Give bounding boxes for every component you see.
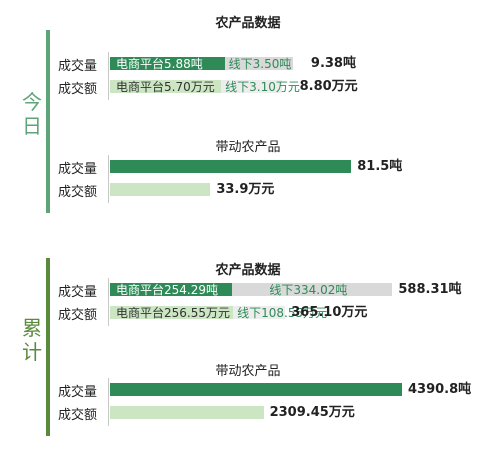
cumulative-driven-products-row-amount-bar — [110, 406, 264, 419]
cumulative-product-data-row-volume-offline-label: 线下334.02吨 — [269, 282, 348, 297]
cumulative-product-data-row-volume-online-label: 电商平台254.29吨 — [116, 282, 218, 297]
today-driven-products-title: 带动农产品 — [215, 140, 281, 155]
today-product-data-row-amount-offline-bar — [221, 80, 282, 93]
today-product-data-row-volume-online-label: 电商平台5.88吨 — [116, 56, 203, 71]
today-product-data-row-amount-offline-label: 线下3.10万元 — [225, 79, 300, 94]
today-driven-products-row-volume-bar — [110, 160, 352, 173]
cumulative-group-label: 累 计 — [20, 316, 44, 364]
today-driven-products-row-volume-label: 成交量 — [58, 162, 98, 177]
cumulative-product-data-row-volume-label: 成交量 — [58, 285, 98, 300]
today-product-data-axis-divider — [108, 52, 109, 100]
cumulative-product-data-row-amount-online-label: 电商平台256.55万元 — [116, 305, 230, 320]
cumulative-product-data-row-amount-total-label: 365.10万元 — [291, 304, 368, 320]
today-group-label: 今 日 — [20, 90, 44, 138]
today-product-data-row-amount-total-label: 8.80万元 — [299, 78, 358, 94]
today-driven-products-axis-divider — [108, 155, 109, 203]
cumulative-product-data-row-amount-online-bar — [110, 306, 234, 319]
cumulative-side-bar — [46, 258, 50, 436]
today-product-data-row-volume-label: 成交量 — [58, 59, 98, 74]
cumulative-driven-products-title: 带动农产品 — [215, 364, 281, 379]
today-product-data-row-volume-online-bar — [110, 57, 225, 70]
today-product-data-row-amount-online-label: 电商平台5.70万元 — [116, 79, 215, 94]
today-product-data-row-volume-total-label: 9.38吨 — [310, 55, 356, 71]
cumulative-driven-products-row-volume-total-label: 4390.8吨 — [407, 381, 472, 397]
cumulative-driven-products-row-volume-bar — [110, 383, 402, 396]
today-group-char-2: 日 — [22, 114, 42, 138]
today-product-data-title: 农产品数据 — [215, 16, 281, 31]
cumulative-product-data-row-volume-offline-bar — [232, 283, 393, 296]
cumulative-product-data-row-amount-offline-label: 线下108.55万元 — [237, 305, 328, 320]
cumulative-product-data-title: 农产品数据 — [215, 263, 281, 278]
cumulative-group-char-1: 累 — [22, 316, 42, 340]
today-side-bar — [46, 30, 50, 213]
cumulative-product-data-row-volume-total-label: 588.31吨 — [398, 281, 462, 297]
cumulative-driven-products-row-amount-label: 成交额 — [58, 408, 98, 423]
cumulative-driven-products-axis-divider — [108, 378, 109, 426]
cumulative-driven-products-row-volume-label: 成交量 — [58, 385, 98, 400]
cumulative-product-data-row-amount-label: 成交额 — [58, 308, 98, 323]
cumulative-product-data-row-volume-online-bar — [110, 283, 233, 296]
cumulative-product-data-row-amount-offline-bar — [233, 306, 286, 319]
today-driven-products-row-amount-bar — [110, 183, 211, 196]
today-group-char-1: 今 — [22, 90, 42, 114]
today-product-data-row-volume-offline-bar — [224, 57, 293, 70]
today-product-data-row-amount-online-bar — [110, 80, 222, 93]
today-driven-products-row-volume-total-label: 81.5吨 — [357, 158, 403, 174]
cumulative-group-char-2: 计 — [22, 340, 42, 364]
today-product-data-row-volume-offline-label: 线下3.50吨 — [228, 56, 292, 71]
today-driven-products-row-amount-label: 成交额 — [58, 185, 98, 200]
today-product-data-row-amount-label: 成交额 — [58, 82, 98, 97]
cumulative-product-data-axis-divider — [108, 278, 109, 326]
today-driven-products-row-amount-total-label: 33.9万元 — [216, 181, 275, 197]
cumulative-driven-products-row-amount-total-label: 2309.45万元 — [269, 404, 355, 420]
